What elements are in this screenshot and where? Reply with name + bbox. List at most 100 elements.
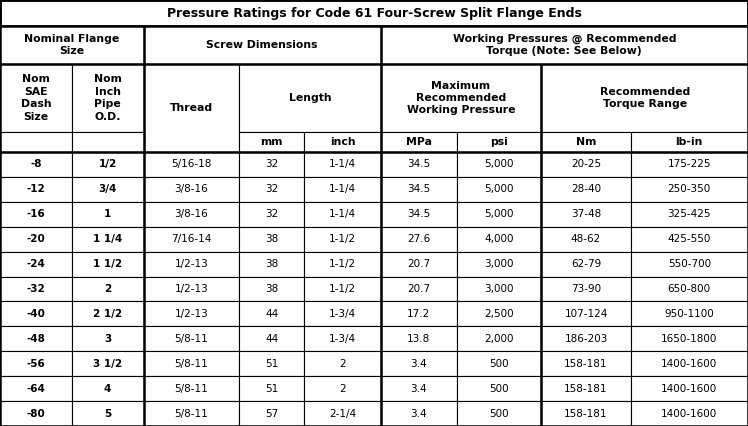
Bar	[72, 401, 144, 426]
Text: 32: 32	[266, 159, 278, 170]
Text: 5/16-18: 5/16-18	[171, 159, 212, 170]
Text: 44: 44	[266, 334, 278, 344]
Bar	[304, 227, 381, 252]
Bar	[542, 401, 631, 426]
Bar	[304, 401, 381, 426]
Bar	[144, 276, 239, 302]
Text: 48-62: 48-62	[571, 234, 601, 244]
Text: 13.8: 13.8	[407, 334, 430, 344]
Text: 44: 44	[266, 309, 278, 319]
Bar	[381, 326, 456, 351]
Text: -64: -64	[26, 384, 46, 394]
Bar	[239, 351, 304, 376]
Text: psi: psi	[490, 137, 508, 147]
Text: 158-181: 158-181	[564, 409, 608, 419]
Text: 2: 2	[104, 284, 111, 294]
Text: MPa: MPa	[405, 137, 432, 147]
Text: 1-1/2: 1-1/2	[329, 234, 356, 244]
Text: 5/8-11: 5/8-11	[174, 359, 208, 369]
Text: 27.6: 27.6	[407, 234, 430, 244]
Bar	[631, 252, 748, 276]
Bar	[542, 276, 631, 302]
Text: 5,000: 5,000	[484, 159, 514, 170]
Bar	[381, 351, 456, 376]
Text: Nom
Inch
Pipe
O.D.: Nom Inch Pipe O.D.	[94, 75, 122, 121]
Text: 1400-1600: 1400-1600	[661, 384, 717, 394]
Text: 3,000: 3,000	[484, 284, 514, 294]
Bar	[239, 276, 304, 302]
Bar	[72, 152, 144, 177]
Bar	[144, 401, 239, 426]
Bar	[381, 302, 456, 326]
Text: 34.5: 34.5	[407, 209, 430, 219]
Bar	[631, 132, 748, 152]
Text: 3 1/2: 3 1/2	[93, 359, 122, 369]
Bar	[144, 302, 239, 326]
Text: 34.5: 34.5	[407, 159, 430, 170]
Bar	[0, 351, 72, 376]
Bar	[456, 302, 542, 326]
Text: 5,000: 5,000	[484, 209, 514, 219]
Bar	[239, 177, 304, 202]
Bar	[72, 351, 144, 376]
Text: -56: -56	[26, 359, 45, 369]
Text: 2,500: 2,500	[484, 309, 514, 319]
Text: 38: 38	[266, 284, 278, 294]
Bar	[381, 132, 456, 152]
Bar	[631, 177, 748, 202]
Text: Length: Length	[289, 93, 331, 103]
Bar	[456, 202, 542, 227]
Bar	[144, 152, 239, 177]
Bar	[0, 276, 72, 302]
Bar	[0, 64, 72, 132]
Text: 28-40: 28-40	[571, 184, 601, 194]
Text: 38: 38	[266, 259, 278, 269]
Bar	[304, 132, 381, 152]
Bar	[0, 302, 72, 326]
Bar	[239, 401, 304, 426]
Bar	[239, 152, 304, 177]
Bar	[456, 326, 542, 351]
Text: 51: 51	[266, 359, 278, 369]
Text: 1/2-13: 1/2-13	[174, 259, 208, 269]
Text: 1 1/2: 1 1/2	[93, 259, 122, 269]
Text: Nm: Nm	[576, 137, 596, 147]
Bar	[304, 326, 381, 351]
Bar	[239, 302, 304, 326]
Text: 3,000: 3,000	[484, 259, 514, 269]
Text: 1-1/4: 1-1/4	[329, 184, 356, 194]
Text: Nominal Flange
Size: Nominal Flange Size	[24, 34, 120, 56]
Text: 1/2-13: 1/2-13	[174, 309, 208, 319]
Bar	[381, 252, 456, 276]
Bar	[456, 177, 542, 202]
Bar	[631, 351, 748, 376]
Text: Working Pressures @ Recommended
Torque (Note: See Below): Working Pressures @ Recommended Torque (…	[453, 34, 676, 56]
Text: 1-3/4: 1-3/4	[329, 309, 356, 319]
Bar	[144, 351, 239, 376]
Bar	[304, 177, 381, 202]
Bar	[0, 0, 748, 26]
Bar	[542, 376, 631, 401]
Bar	[381, 202, 456, 227]
Text: 5: 5	[104, 409, 111, 419]
Bar	[631, 152, 748, 177]
Bar	[631, 376, 748, 401]
Text: 4,000: 4,000	[484, 234, 514, 244]
Text: -16: -16	[26, 209, 45, 219]
Text: 32: 32	[266, 209, 278, 219]
Text: 186-203: 186-203	[564, 334, 607, 344]
Bar	[239, 376, 304, 401]
Text: 500: 500	[489, 409, 509, 419]
Text: 2-1/4: 2-1/4	[329, 409, 356, 419]
Bar	[144, 227, 239, 252]
Text: mm: mm	[260, 137, 283, 147]
Bar	[456, 276, 542, 302]
Bar	[381, 64, 542, 132]
Bar	[542, 227, 631, 252]
Bar	[456, 132, 542, 152]
Text: 5,000: 5,000	[484, 184, 514, 194]
Text: -12: -12	[26, 184, 45, 194]
Text: 5/8-11: 5/8-11	[174, 334, 208, 344]
Bar	[144, 64, 239, 152]
Bar	[0, 401, 72, 426]
